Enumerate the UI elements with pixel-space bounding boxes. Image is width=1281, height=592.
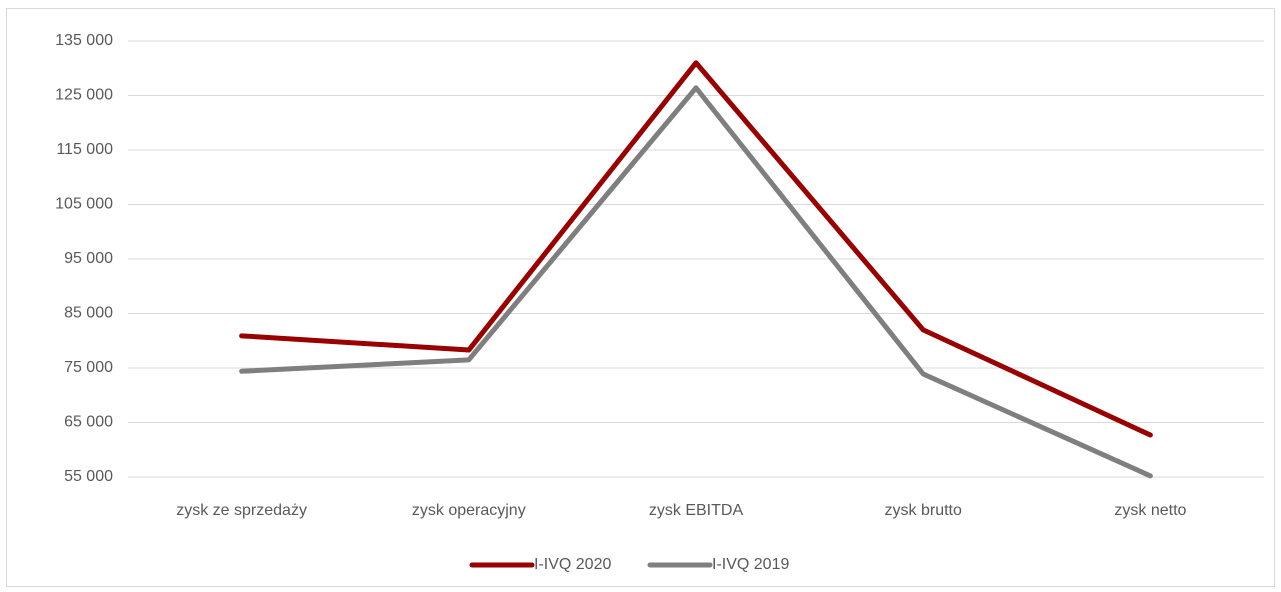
legend-label: I-IVQ 2020 [534, 556, 611, 573]
y-tick-label: 85 000 [64, 305, 113, 322]
y-tick-label: 125 000 [55, 87, 113, 104]
y-tick-label: 75 000 [64, 359, 113, 376]
x-tick-label: zysk EBITDA [649, 502, 744, 519]
x-tick-label: zysk brutto [885, 502, 962, 519]
legend-label: I-IVQ 2019 [712, 556, 789, 573]
x-tick-label: zysk netto [1114, 502, 1186, 519]
y-tick-label: 95 000 [64, 250, 113, 267]
y-tick-label: 65 000 [64, 414, 113, 431]
chart-frame [6, 8, 1275, 587]
y-tick-label: 55 000 [64, 468, 113, 485]
y-tick-label: 115 000 [56, 141, 113, 158]
x-tick-label: zysk operacyjny [412, 502, 526, 519]
y-tick-label: 105 000 [55, 196, 113, 213]
series-line [239, 60, 1153, 438]
y-tick-label: 135 000 [55, 32, 113, 49]
x-tick-label: zysk ze sprzedaży [176, 502, 307, 519]
series-line [239, 85, 1153, 479]
